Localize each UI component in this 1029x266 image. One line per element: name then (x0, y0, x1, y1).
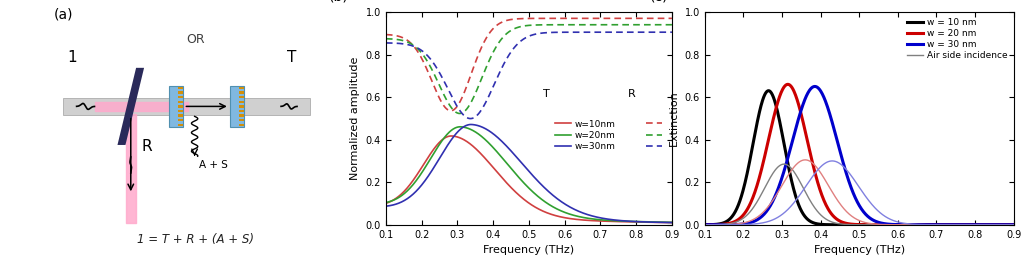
Text: (b): (b) (328, 0, 349, 3)
Bar (239, 92, 245, 94)
Text: (a): (a) (54, 8, 73, 22)
Bar (239, 96, 245, 98)
Text: A + S: A + S (199, 160, 227, 170)
X-axis label: Frequency (THz): Frequency (THz) (814, 245, 904, 255)
Bar (178, 119, 183, 121)
Polygon shape (117, 68, 144, 145)
X-axis label: Frequency (THz): Frequency (THz) (484, 245, 574, 255)
Bar (178, 87, 183, 89)
Bar (178, 101, 183, 103)
Y-axis label: Extinction: Extinction (669, 90, 679, 146)
Text: OR: OR (186, 34, 205, 46)
Legend:   ,   ,   : , , (646, 120, 669, 151)
Text: T: T (542, 89, 549, 99)
Y-axis label: Normalized amplitude: Normalized amplitude (350, 57, 360, 180)
Bar (239, 123, 245, 126)
Bar (239, 87, 245, 89)
Bar (169, 86, 183, 127)
Bar (239, 101, 245, 103)
Legend: w = 10 nm, w = 20 nm, w = 30 nm, Air side incidence: w = 10 nm, w = 20 nm, w = 30 nm, Air sid… (904, 16, 1009, 61)
Text: T: T (287, 50, 296, 65)
Bar (178, 92, 183, 94)
Bar (178, 105, 183, 107)
Text: 1: 1 (68, 50, 77, 65)
Bar (229, 86, 245, 127)
Bar (239, 105, 245, 107)
Text: R: R (628, 89, 636, 99)
Text: 1 = T + R + (A + S): 1 = T + R + (A + S) (138, 233, 254, 246)
Bar (63, 98, 311, 115)
Bar (239, 119, 245, 121)
Bar (239, 114, 245, 117)
Bar (239, 110, 245, 112)
Text: (c): (c) (649, 0, 668, 3)
Bar (178, 123, 183, 126)
Bar (178, 114, 183, 117)
Bar (178, 96, 183, 98)
Text: R: R (141, 139, 152, 154)
Bar (178, 110, 183, 112)
